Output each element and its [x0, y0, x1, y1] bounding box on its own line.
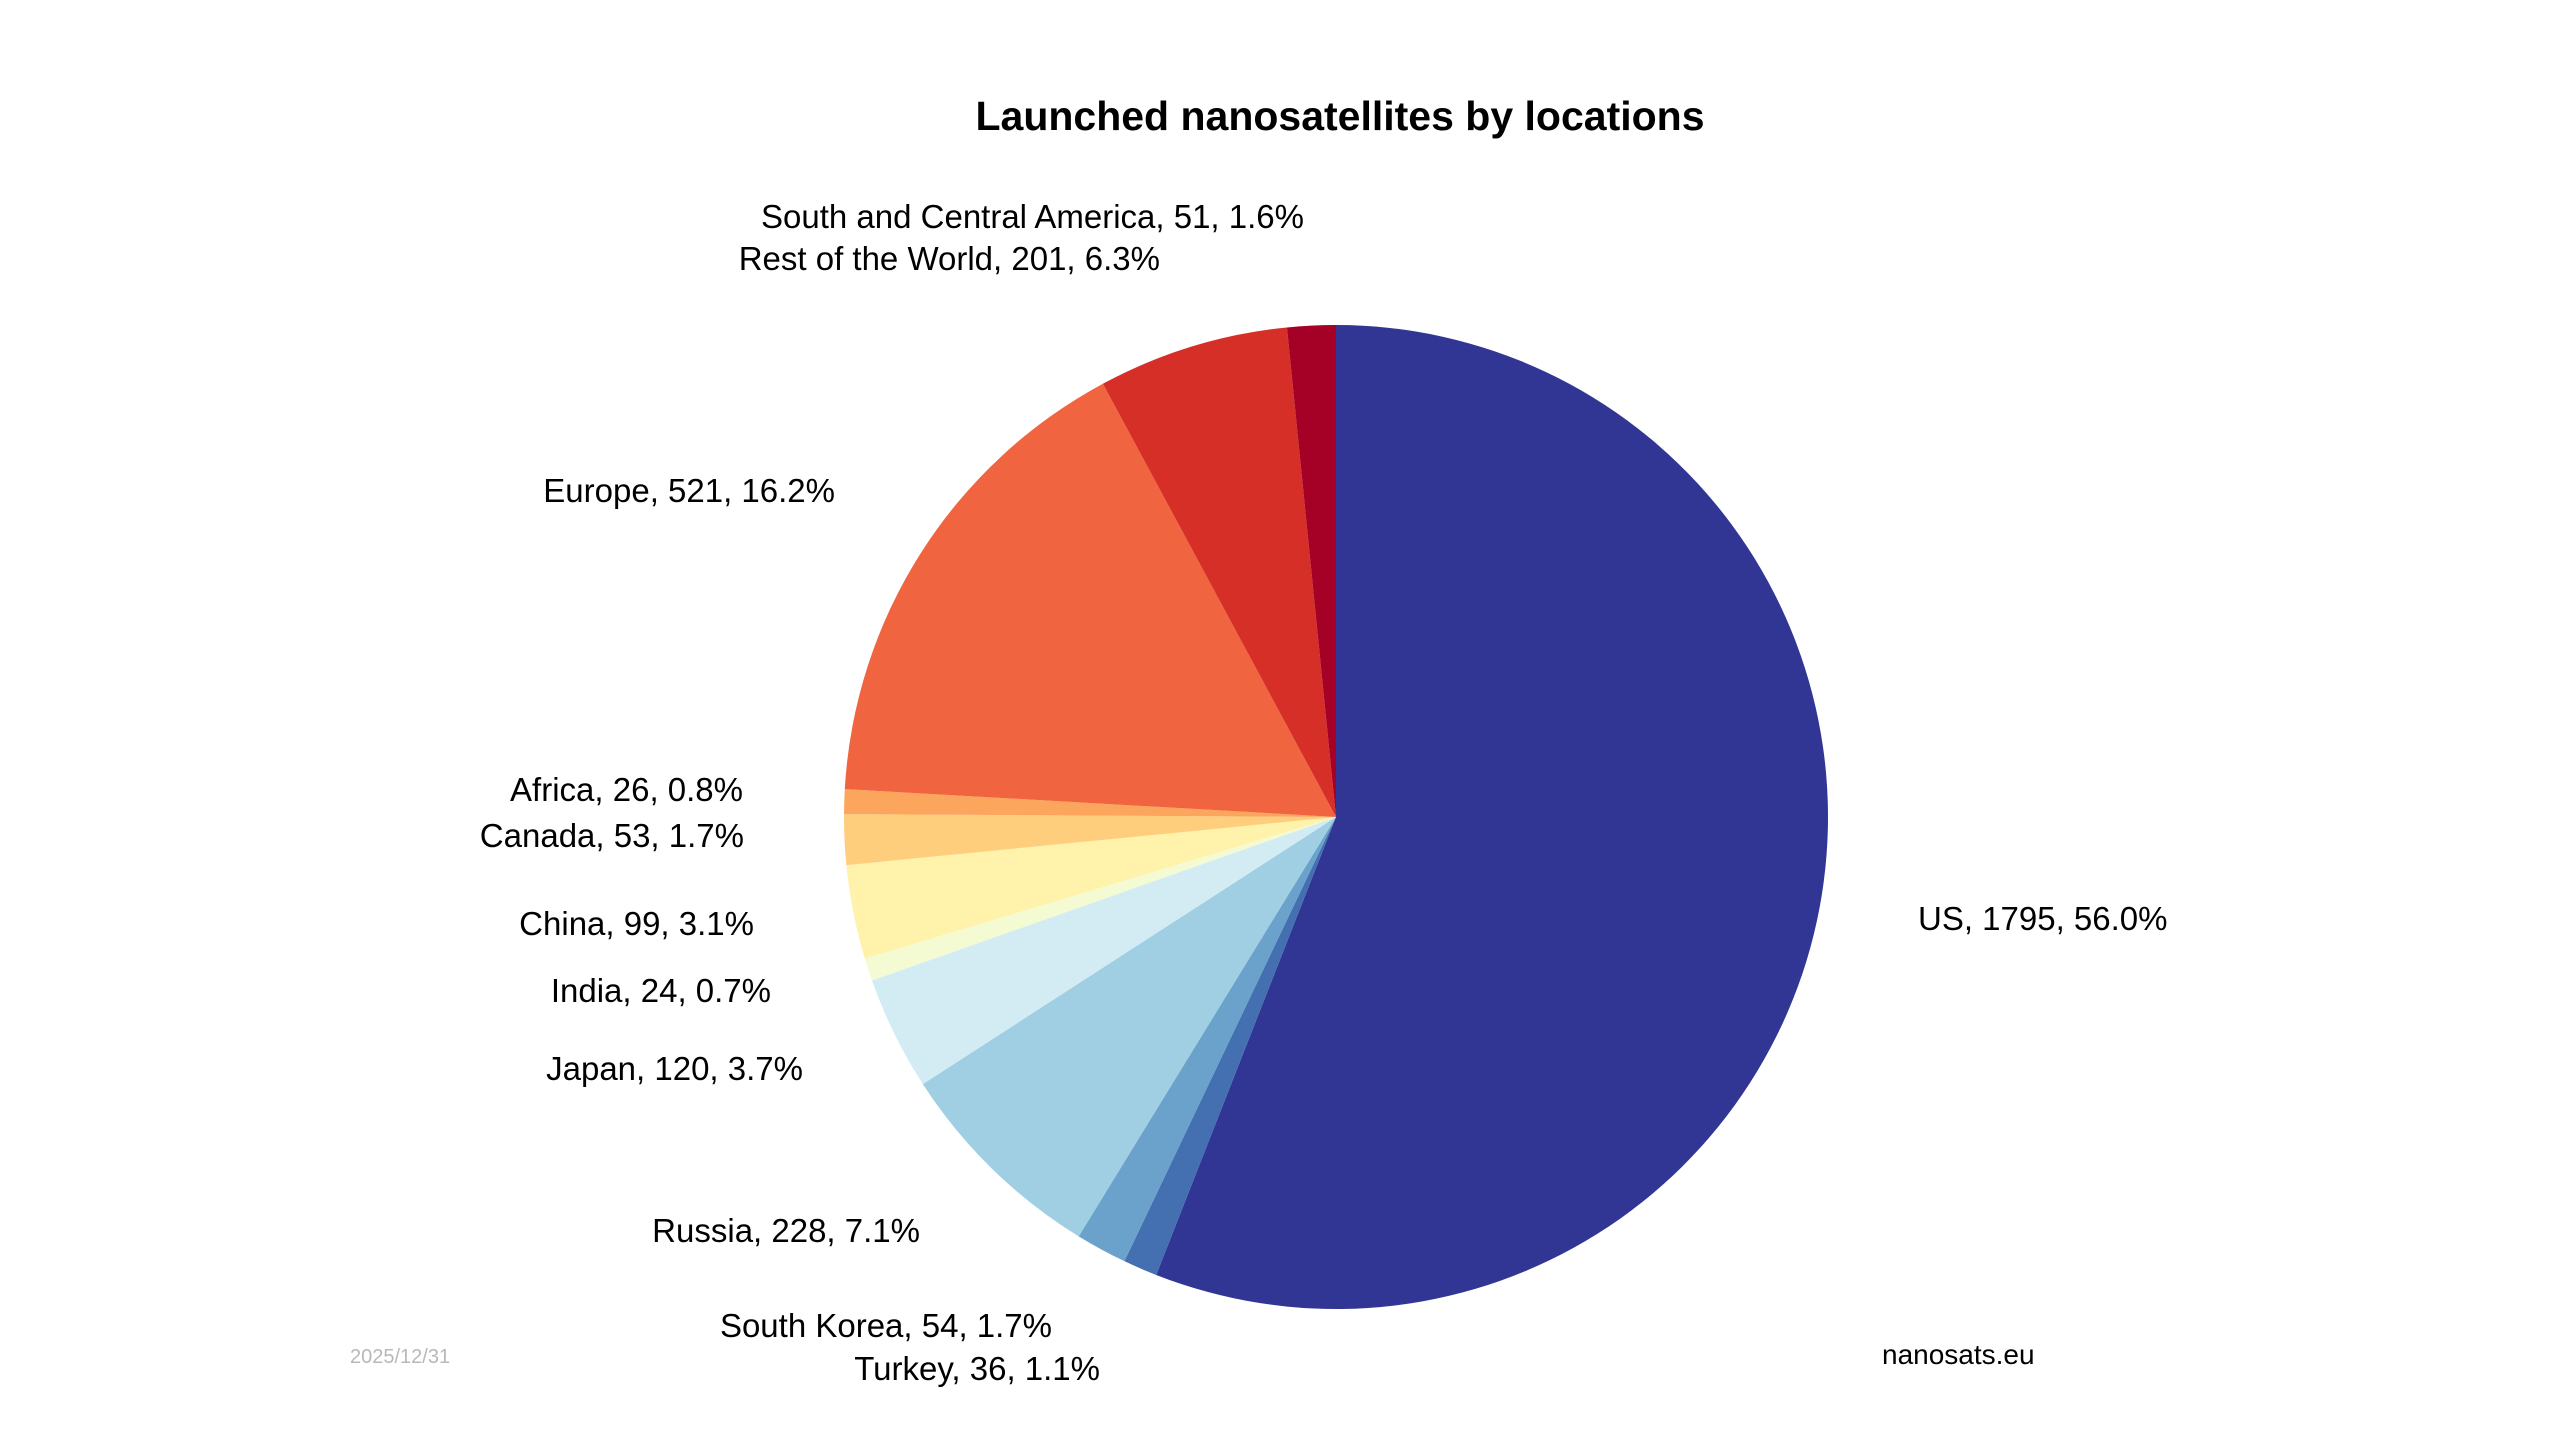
slice-label-1: Turkey, 36, 1.1% [854, 1350, 1100, 1387]
pie-slice-8 [844, 789, 1336, 817]
slice-label-5: India, 24, 0.7% [551, 972, 771, 1009]
pie-slices [844, 325, 1829, 1309]
slice-label-0: US, 1795, 56.0% [1918, 900, 2168, 937]
slice-label-10: Rest of the World, 201, 6.3% [739, 240, 1160, 277]
pie-slice-1 [1124, 817, 1336, 1275]
slice-label-9: Europe, 521, 16.2% [543, 472, 835, 509]
slice-label-7: Canada, 53, 1.7% [480, 817, 744, 854]
chart-title: Launched nanosatellites by locations [975, 93, 1704, 139]
pie-slice-0 [1156, 325, 1829, 1309]
slice-label-8: Africa, 26, 0.8% [510, 771, 743, 808]
slice-label-2: South Korea, 54, 1.7% [720, 1307, 1052, 1344]
chart-date: 2025/12/31 [350, 1346, 450, 1368]
pie-slice-9 [844, 383, 1336, 817]
pie-slice-6 [846, 817, 1336, 959]
pie-slice-2 [1078, 817, 1336, 1262]
chart-source: nanosats.eu [1882, 1339, 2035, 1370]
slice-label-11: South and Central America, 51, 1.6% [761, 198, 1304, 235]
pie-slice-7 [844, 814, 1336, 866]
slice-label-3: Russia, 228, 7.1% [652, 1212, 920, 1249]
pie-slice-10 [1102, 327, 1336, 817]
slice-labels: US, 1795, 56.0% Turkey, 36, 1.1% South Kor… [480, 198, 2168, 1387]
slice-label-4: Japan, 120, 3.7% [546, 1050, 803, 1087]
pie-slice-3 [922, 817, 1336, 1237]
pie-slice-4 [871, 817, 1336, 1085]
slice-label-6: China, 99, 3.1% [519, 905, 754, 942]
pie-slice-5 [864, 817, 1336, 981]
pie-slice-11 [1286, 325, 1336, 817]
